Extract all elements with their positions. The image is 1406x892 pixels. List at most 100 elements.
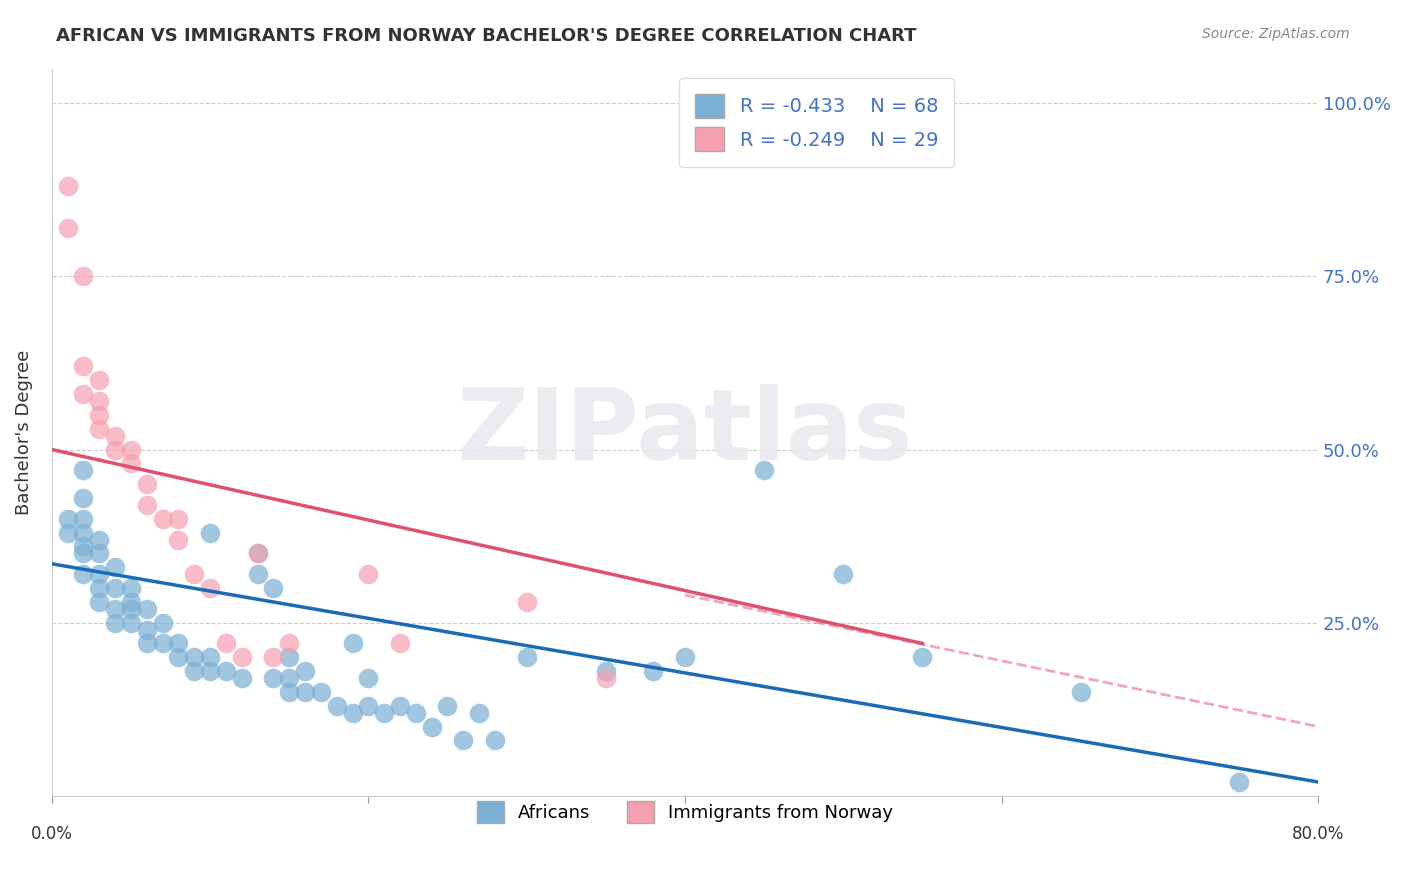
Point xyxy=(72,567,94,582)
Point xyxy=(278,671,301,685)
Legend: Africans, Immigrants from Norway: Africans, Immigrants from Norway xyxy=(470,794,900,830)
Point xyxy=(72,512,94,526)
Point xyxy=(72,525,94,540)
Point xyxy=(595,664,617,678)
Point xyxy=(183,664,205,678)
Point xyxy=(516,650,538,665)
Point xyxy=(325,698,347,713)
Point xyxy=(135,602,157,616)
Point xyxy=(231,650,253,665)
Point xyxy=(120,602,142,616)
Point xyxy=(278,636,301,650)
Point xyxy=(388,698,411,713)
Point xyxy=(104,442,127,457)
Point xyxy=(278,685,301,699)
Point xyxy=(420,720,443,734)
Point xyxy=(152,512,174,526)
Point xyxy=(89,567,111,582)
Text: Source: ZipAtlas.com: Source: ZipAtlas.com xyxy=(1202,27,1350,41)
Point xyxy=(56,525,79,540)
Point xyxy=(72,387,94,401)
Point xyxy=(278,650,301,665)
Point xyxy=(152,636,174,650)
Point xyxy=(373,706,395,720)
Point xyxy=(309,685,332,699)
Point xyxy=(215,636,238,650)
Point xyxy=(752,463,775,477)
Point xyxy=(167,650,190,665)
Point xyxy=(56,179,79,194)
Point xyxy=(72,540,94,554)
Point xyxy=(135,498,157,512)
Point xyxy=(595,671,617,685)
Point xyxy=(516,595,538,609)
Point xyxy=(357,567,380,582)
Point xyxy=(246,546,269,560)
Point xyxy=(135,623,157,637)
Point xyxy=(89,373,111,387)
Point xyxy=(262,650,284,665)
Point xyxy=(357,698,380,713)
Point xyxy=(167,636,190,650)
Point xyxy=(104,428,127,442)
Point xyxy=(89,408,111,422)
Point xyxy=(294,664,316,678)
Point xyxy=(56,512,79,526)
Point xyxy=(167,512,190,526)
Point xyxy=(89,581,111,595)
Point xyxy=(135,477,157,491)
Point xyxy=(72,359,94,374)
Point xyxy=(453,733,475,747)
Point xyxy=(104,581,127,595)
Point xyxy=(89,546,111,560)
Point xyxy=(120,442,142,457)
Point xyxy=(342,636,364,650)
Point xyxy=(673,650,696,665)
Point xyxy=(215,664,238,678)
Point xyxy=(262,671,284,685)
Point xyxy=(104,602,127,616)
Point xyxy=(262,581,284,595)
Point xyxy=(246,567,269,582)
Point xyxy=(198,525,221,540)
Point xyxy=(89,595,111,609)
Point xyxy=(198,650,221,665)
Point xyxy=(183,650,205,665)
Point xyxy=(104,560,127,574)
Point xyxy=(484,733,506,747)
Point xyxy=(1070,685,1092,699)
Point xyxy=(89,422,111,436)
Point xyxy=(294,685,316,699)
Point xyxy=(135,636,157,650)
Point xyxy=(198,664,221,678)
Point xyxy=(104,615,127,630)
Y-axis label: Bachelor's Degree: Bachelor's Degree xyxy=(15,350,32,515)
Point xyxy=(405,706,427,720)
Point xyxy=(120,615,142,630)
Point xyxy=(911,650,934,665)
Point xyxy=(56,220,79,235)
Point xyxy=(832,567,855,582)
Point xyxy=(72,491,94,505)
Point xyxy=(72,463,94,477)
Text: 0.0%: 0.0% xyxy=(31,825,73,843)
Point xyxy=(357,671,380,685)
Point xyxy=(152,615,174,630)
Point xyxy=(183,567,205,582)
Point xyxy=(231,671,253,685)
Point xyxy=(89,533,111,547)
Point xyxy=(1227,775,1250,789)
Point xyxy=(643,664,665,678)
Point xyxy=(342,706,364,720)
Point xyxy=(72,269,94,284)
Point xyxy=(120,581,142,595)
Text: AFRICAN VS IMMIGRANTS FROM NORWAY BACHELOR'S DEGREE CORRELATION CHART: AFRICAN VS IMMIGRANTS FROM NORWAY BACHEL… xyxy=(56,27,917,45)
Point xyxy=(120,595,142,609)
Point xyxy=(72,546,94,560)
Point xyxy=(436,698,458,713)
Point xyxy=(120,456,142,470)
Point xyxy=(89,394,111,409)
Point xyxy=(246,546,269,560)
Point xyxy=(468,706,491,720)
Point xyxy=(167,533,190,547)
